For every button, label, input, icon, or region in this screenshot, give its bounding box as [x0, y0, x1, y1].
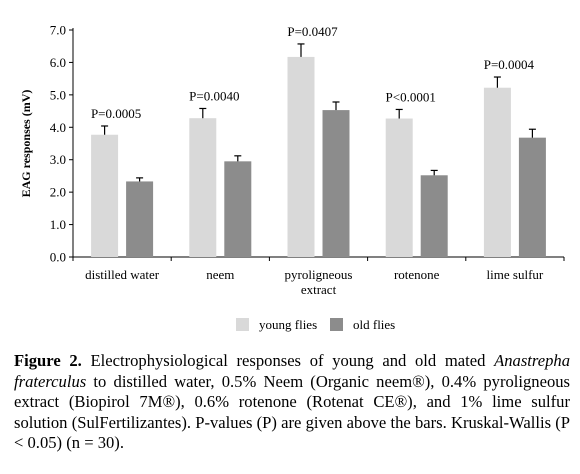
bar-old — [519, 138, 546, 257]
y-tick-label: 2.0 — [50, 185, 66, 200]
caption-text-1: Electrophysiological responses of young … — [82, 351, 494, 370]
p-value-annotation: P=0.0004 — [484, 57, 535, 72]
bar-young — [484, 88, 511, 257]
chart-labels: P=0.0005 distilled water P=0.0040 neem P=0.0… — [85, 24, 544, 297]
chart-bars — [91, 44, 546, 257]
y-tick-label: 1.0 — [50, 217, 66, 232]
chart-legend: young flies old flies — [236, 317, 395, 332]
bar-old — [126, 181, 153, 257]
y-axis-title: EAG responses (mV) — [19, 90, 33, 198]
bar-chart: 0.0 1.0 2.0 3.0 4.0 5.0 6.0 7.0 EAG responses (m… — [0, 0, 580, 355]
bar-old — [224, 161, 251, 257]
x-tick-label: distilled water — [85, 267, 160, 282]
x-tick-label: pyroligneous — [285, 267, 353, 282]
p-value-annotation: P=0.0005 — [91, 106, 141, 121]
legend-swatch-young — [236, 318, 249, 331]
p-value-annotation: P=0.0040 — [189, 88, 239, 103]
figure-caption: Figure 2. Electrophysiological responses… — [14, 351, 570, 454]
x-tick-label: rotenone — [394, 267, 440, 282]
y-tick-label: 5.0 — [50, 87, 66, 102]
bar-old — [323, 110, 350, 257]
bar-old — [421, 175, 448, 257]
p-value-annotation: P<0.0001 — [386, 89, 436, 104]
y-tick-label: 0.0 — [50, 250, 66, 265]
bar-young — [288, 57, 315, 257]
legend-label: young flies — [259, 317, 317, 332]
y-tick-label: 4.0 — [50, 120, 66, 135]
y-tick-label: 6.0 — [50, 55, 66, 70]
legend-swatch-old — [330, 318, 343, 331]
figure-label: Figure 2. — [14, 351, 82, 370]
bar-young — [91, 135, 118, 257]
bar-young — [386, 119, 413, 257]
p-value-annotation: P=0.0407 — [287, 24, 338, 39]
x-tick-label: extract — [301, 282, 337, 297]
caption-text-2: to distilled water, 0.5% Neem (Organic n… — [14, 372, 570, 453]
legend-label: old flies — [353, 317, 395, 332]
y-tick-label: 7.0 — [50, 23, 66, 38]
x-tick-label: lime sulfur — [487, 267, 544, 282]
y-tick-label: 3.0 — [50, 152, 66, 167]
x-tick-label: neem — [206, 267, 234, 282]
bar-young — [189, 118, 216, 257]
